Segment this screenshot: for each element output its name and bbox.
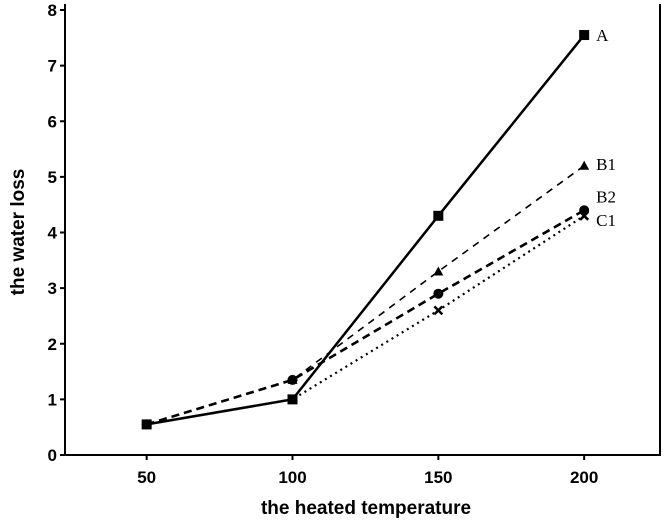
x-tick-label: 50	[137, 468, 156, 487]
data-point-c1	[433, 305, 444, 316]
data-point-b1	[579, 160, 590, 170]
data-point-c1	[579, 210, 590, 221]
series-label-b1: B1	[596, 155, 616, 174]
y-tick-label: 1	[48, 390, 57, 409]
y-tick-label: 0	[48, 446, 57, 465]
data-point-b1	[433, 266, 444, 276]
y-tick-label: 3	[48, 279, 57, 298]
series-label-b2: B2	[596, 187, 616, 206]
data-point-b2	[287, 374, 298, 385]
x-tick-label: 150	[424, 468, 452, 487]
y-tick-label: 7	[48, 57, 57, 76]
x-tick-label: 200	[570, 468, 598, 487]
data-point-c1	[287, 394, 298, 405]
series-label-a: A	[596, 26, 609, 45]
data-point-a	[433, 210, 444, 221]
series-line-b2	[146, 209, 585, 426]
plot-frame	[64, 4, 661, 456]
series-line-a	[146, 34, 586, 426]
y-axis-label: the water loss	[8, 169, 29, 296]
y-tick-label: 6	[48, 112, 57, 131]
data-point-b2	[433, 288, 444, 299]
y-tick-label: 4	[48, 224, 58, 243]
data-point-c1	[141, 419, 152, 430]
series-line-c1	[146, 214, 585, 426]
x-axis-label: the heated temperature	[261, 498, 471, 519]
data-point-a	[579, 30, 590, 41]
series-line-b1	[146, 165, 585, 426]
y-tick-label: 2	[48, 335, 57, 354]
y-tick-label: 8	[48, 1, 57, 20]
y-tick-label: 5	[48, 168, 57, 187]
x-tick-label: 100	[278, 468, 306, 487]
series-label-c1: C1	[596, 211, 616, 230]
